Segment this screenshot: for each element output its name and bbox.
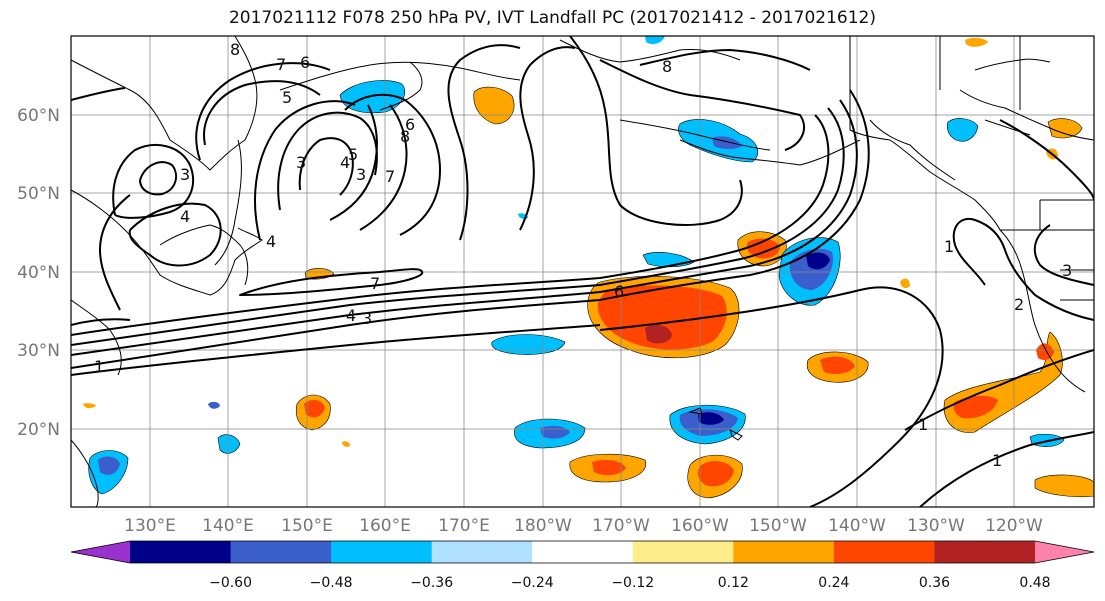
contour-label: 3 — [356, 165, 366, 184]
contour-label: 5 — [348, 145, 358, 164]
lon-label: 140°E — [202, 516, 254, 536]
coastlines — [71, 36, 1094, 507]
contour-label: 2 — [1014, 295, 1024, 314]
contour-label: 8 — [230, 40, 240, 59]
contour-label: 7 — [385, 167, 395, 186]
longitude-labels: 130°E 140°E 150°E 160°E 170°E 180°W 170°… — [124, 516, 1043, 536]
colorbar-tick-label: 0.48 — [1019, 575, 1050, 591]
colorbar-swatch — [632, 541, 734, 563]
contour-label: 7 — [276, 55, 286, 74]
contour-label: 6 — [614, 282, 624, 301]
colorbar: −0.60 −0.48 −0.36 −0.24 −0.12 0.12 0.24 0.36 0.4… — [70, 540, 1095, 591]
contour-label: 7 — [370, 274, 380, 293]
colorbar-tick-label: −0.12 — [611, 575, 654, 591]
map-title: 2017021112 F078 250 hPa PV, IVT Landfall… — [228, 8, 876, 28]
latitude-labels: 60°N 50°N 40°N 30°N 20°N — [17, 106, 60, 440]
lon-label: 180°W — [514, 516, 572, 536]
contour-label: 1 — [992, 451, 1002, 470]
contour-label-group: 8 7 6 5 3 3 4 3 4 5 6 8 7 8 4 7 4 3 6 1 … — [94, 40, 1072, 470]
contour-label: 5 — [282, 88, 292, 107]
lon-label: 170°W — [592, 516, 650, 536]
colorbar-tick-label: 0.12 — [718, 575, 749, 591]
lon-label: 150°E — [281, 516, 333, 536]
lon-label: 160°E — [359, 516, 411, 536]
lat-label: 40°N — [17, 263, 60, 283]
colorbar-tick-label: −0.36 — [410, 575, 453, 591]
lon-label: 120°W — [985, 516, 1043, 536]
colorbar-swatch — [130, 541, 232, 563]
contour-label: 3 — [180, 165, 190, 184]
lon-label: 170°E — [438, 516, 490, 536]
colorbar-swatch — [733, 541, 835, 563]
contour-label: 4 — [266, 232, 276, 251]
lon-label: 130°E — [124, 516, 176, 536]
contour-label: 1 — [944, 237, 954, 256]
colorbar-outline — [70, 540, 1095, 564]
colorbar-swatch — [431, 541, 533, 563]
contour-label: 6 — [300, 53, 310, 72]
contour-label: 1 — [918, 415, 928, 434]
lat-label: 60°N — [17, 106, 60, 126]
colorbar-tick-label: 0.24 — [818, 575, 849, 591]
colorbar-swatch — [230, 541, 332, 563]
contour-label: 3 — [362, 309, 372, 328]
lat-label: 30°N — [17, 341, 60, 361]
map-frame — [70, 35, 1095, 508]
contour-label: 6 — [405, 115, 415, 134]
lon-label: 140°W — [828, 516, 886, 536]
lat-label: 20°N — [17, 420, 60, 440]
lon-label: 130°W — [907, 516, 965, 536]
lon-label: 160°W — [671, 516, 729, 536]
colorbar-extension-low — [71, 541, 130, 563]
colorbar-swatch — [833, 541, 935, 563]
contour-label: 8 — [400, 127, 410, 146]
lon-label: 150°W — [749, 516, 807, 536]
contour-lines — [71, 36, 1094, 507]
lat-label: 50°N — [17, 184, 60, 204]
colorbar-extension-high — [1035, 541, 1094, 563]
contour-label: 1 — [94, 357, 104, 376]
contour-label: 8 — [662, 57, 672, 76]
contour-label: 4 — [340, 153, 350, 172]
colorbar-swatch — [331, 541, 433, 563]
map-panel: 8 7 6 5 3 3 4 3 4 5 6 8 7 8 4 7 4 3 6 1 … — [71, 36, 1094, 507]
colorbar-swatch — [532, 541, 634, 563]
contour-label: 4 — [180, 207, 190, 226]
colorbar-tick-label: −0.48 — [310, 575, 353, 591]
colorbar-tick-label: −0.60 — [209, 575, 252, 591]
colorbar-tick-label: −0.24 — [511, 575, 554, 591]
colorbar-swatch — [934, 541, 1036, 563]
contour-label: 3 — [1062, 261, 1072, 280]
contour-label: 3 — [296, 153, 306, 172]
contour-label: 4 — [346, 306, 356, 325]
colorbar-tick-label: 0.36 — [919, 575, 950, 591]
